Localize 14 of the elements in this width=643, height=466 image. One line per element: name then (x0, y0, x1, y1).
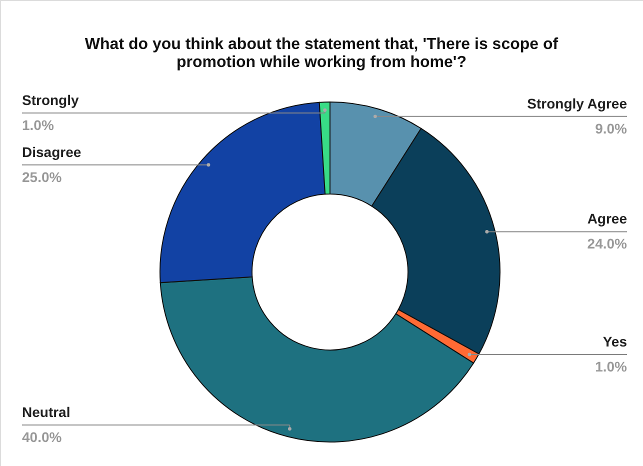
slice-label: Disagree (22, 144, 82, 160)
slice-label: Strongly Agree (527, 95, 628, 112)
data-label: 1.0% (595, 358, 628, 374)
data-label: 40.0% (22, 429, 62, 445)
data-label: 9.0% (595, 120, 628, 136)
data-label: 1.0% (22, 117, 54, 133)
slice-label: Yes (602, 333, 628, 350)
data-label: 25.0% (22, 168, 62, 185)
text: What do you think about the statement that, 'There is scope of (84, 36, 558, 53)
slice-label: Strongly (22, 92, 79, 108)
slice-label: Agree (587, 210, 628, 227)
text: promotion while working from home'? (176, 54, 467, 71)
data-label: 24.0% (587, 236, 628, 252)
slice-label: Neutral (22, 404, 70, 420)
